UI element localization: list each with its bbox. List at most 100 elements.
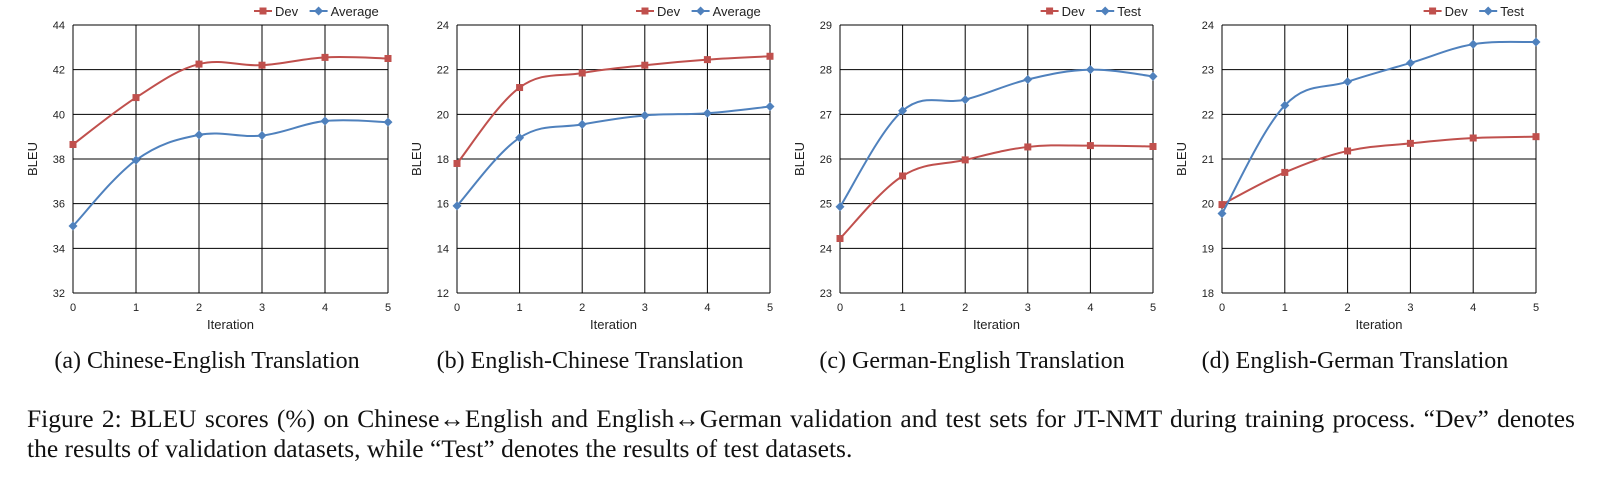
subcaption-a: (a) Chinese-English Translation: [54, 348, 360, 374]
data-point: [321, 53, 329, 61]
subcaption-c: (c) German-English Translation: [819, 348, 1125, 374]
data-point: [69, 140, 77, 148]
x-tick-label: 5: [1533, 302, 1539, 314]
x-tick-label: 4: [704, 302, 710, 314]
x-tick-label: 1: [900, 302, 906, 314]
x-tick-label: 2: [1345, 302, 1351, 314]
data-point: [702, 108, 712, 118]
data-point: [1405, 58, 1415, 68]
legend-entry-test: Test: [1117, 4, 1141, 19]
y-tick-label: 44: [53, 20, 65, 32]
data-point: [961, 156, 969, 164]
x-tick-label: 2: [962, 302, 968, 314]
data-point: [384, 55, 392, 62]
data-point: [131, 155, 141, 165]
y-tick-label: 20: [437, 109, 449, 121]
x-tick-label: 1: [517, 302, 523, 314]
y-tick-label: 28: [820, 65, 832, 77]
x-tick-label: 3: [259, 302, 265, 314]
data-point: [195, 60, 203, 68]
y-tick-label: 19: [1202, 243, 1214, 255]
legend-entry-dev: Dev: [1062, 4, 1086, 19]
y-tick-label: 32: [53, 288, 65, 300]
x-tick-label: 4: [1470, 302, 1476, 314]
data-point: [836, 235, 844, 243]
data-point: [257, 131, 267, 141]
data-point: [383, 117, 393, 127]
legend-entry-dev: Dev: [1445, 4, 1469, 19]
y-tick-label: 40: [53, 109, 65, 121]
x-tick-label: 5: [767, 302, 773, 314]
y-tick-label: 20: [1202, 199, 1214, 211]
y-axis-label: BLEU: [25, 142, 40, 176]
subcaption-b: (b) English-Chinese Translation: [436, 348, 744, 374]
data-point: [578, 69, 586, 77]
y-axis-label: BLEU: [409, 142, 424, 176]
x-tick-label: 3: [642, 302, 648, 314]
x-axis-label: Iteration: [207, 317, 254, 332]
x-tick-label: 1: [1282, 302, 1288, 314]
data-point: [453, 159, 461, 167]
data-point: [1468, 39, 1478, 49]
data-point: [68, 221, 78, 231]
y-tick-label: 22: [1202, 109, 1214, 121]
data-point: [640, 110, 650, 120]
legend-entry-average: Average: [713, 4, 761, 19]
data-point: [898, 106, 908, 116]
subcaption-d: (d) English-German Translation: [1201, 348, 1509, 374]
data-point: [258, 61, 266, 69]
legend-marker: [641, 7, 649, 15]
data-point: [1469, 134, 1477, 142]
data-point: [1218, 201, 1226, 209]
y-tick-label: 29: [820, 20, 832, 32]
data-point: [1280, 100, 1290, 110]
legend-marker: [1429, 7, 1437, 15]
series-line-average: [72, 119, 389, 227]
legend-entry-dev: Dev: [657, 4, 681, 19]
legend-marker: [1046, 7, 1054, 15]
legend-marker: [1483, 6, 1493, 16]
x-tick-label: 5: [1150, 302, 1156, 314]
series-line-test: [839, 68, 1154, 208]
data-point: [960, 95, 970, 105]
data-point: [899, 172, 907, 180]
data-point: [1532, 133, 1540, 141]
data-point: [765, 102, 775, 112]
x-axis-label: Iteration: [973, 317, 1020, 332]
y-tick-label: 25: [820, 199, 832, 211]
x-tick-label: 3: [1025, 302, 1031, 314]
figure-caption: Figure 2: BLEU scores (%) on Chinese↔Eng…: [27, 404, 1575, 463]
data-point: [577, 119, 587, 129]
data-point: [766, 52, 774, 60]
legend-entry-dev: Dev: [275, 4, 299, 19]
x-tick-label: 0: [1219, 302, 1225, 314]
data-point: [1217, 208, 1227, 218]
y-tick-label: 24: [820, 243, 832, 255]
y-tick-label: 36: [53, 199, 65, 211]
legend-entry-test: Test: [1500, 4, 1524, 19]
x-tick-label: 3: [1407, 302, 1413, 314]
data-point: [452, 201, 462, 211]
y-tick-label: 18: [1202, 288, 1214, 300]
y-axis-label: BLEU: [1174, 142, 1189, 176]
x-axis-label: Iteration: [590, 317, 637, 332]
data-point: [703, 56, 711, 64]
x-axis-label: Iteration: [1356, 317, 1403, 332]
legend-marker: [314, 6, 324, 16]
data-point: [1531, 37, 1541, 47]
series-line-dev: [1221, 135, 1537, 206]
x-tick-label: 2: [579, 302, 585, 314]
data-point: [1024, 143, 1032, 151]
y-tick-label: 27: [820, 109, 832, 121]
y-tick-label: 14: [437, 243, 449, 255]
data-point: [1149, 142, 1157, 150]
y-tick-label: 23: [820, 288, 832, 300]
y-tick-label: 21: [1202, 154, 1214, 166]
data-point: [1085, 65, 1095, 75]
data-point: [835, 202, 845, 212]
data-point: [1281, 168, 1289, 176]
